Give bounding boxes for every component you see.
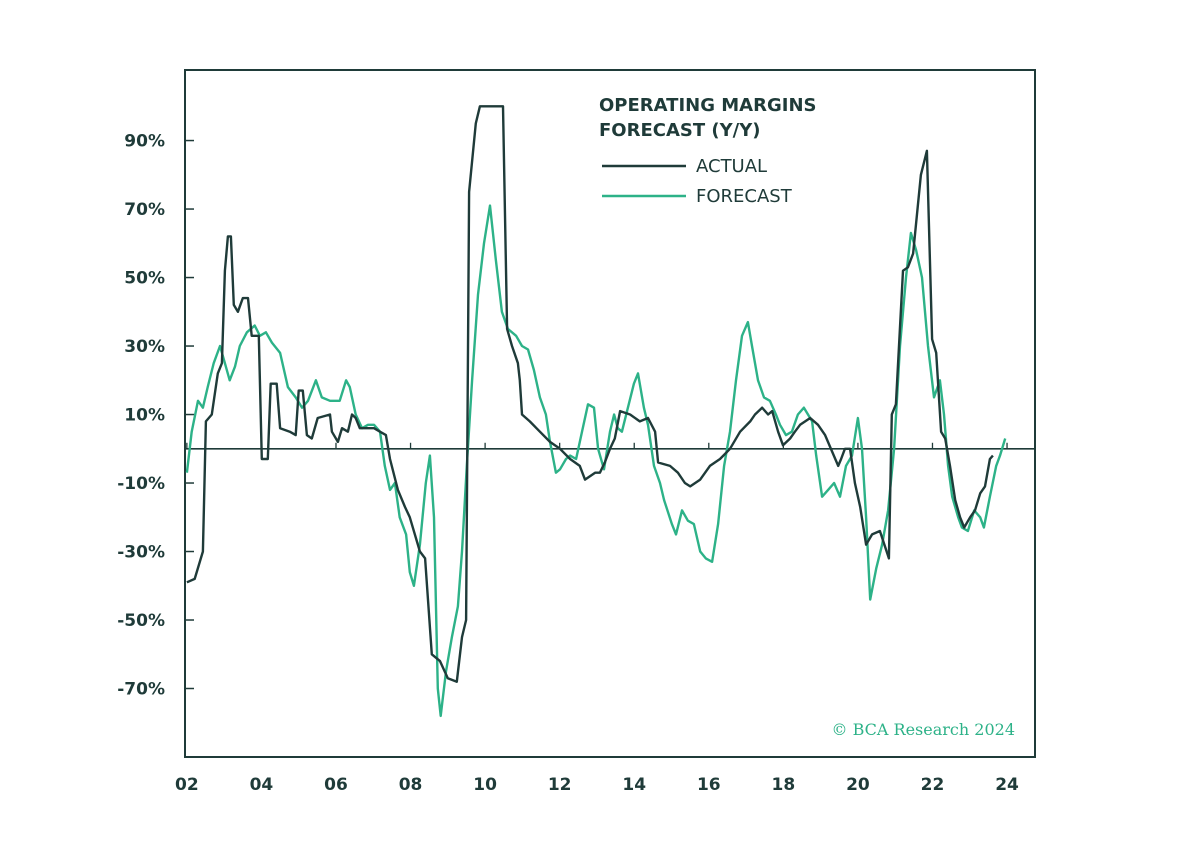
plot-frame — [184, 69, 1036, 758]
x-tick-label: 12 — [548, 775, 572, 795]
y-tick-label: -10% — [117, 474, 165, 494]
x-tick-label: 16 — [697, 775, 721, 795]
x-tick-label: 06 — [324, 775, 348, 795]
x-tick-label: 02 — [175, 775, 199, 795]
x-tick-label: 18 — [772, 775, 796, 795]
y-tick-label: 50% — [124, 269, 165, 289]
y-tick-label: 10% — [124, 406, 165, 426]
y-tick-label: -70% — [117, 680, 165, 700]
legend-title-line-2: FORECAST (Y/Y) — [599, 120, 761, 141]
y-tick-label: 90% — [124, 132, 165, 152]
x-tick-label: 04 — [250, 775, 274, 795]
legend-title-line-1: OPERATING MARGINS — [599, 95, 816, 116]
y-tick-label: -50% — [117, 611, 165, 631]
series-line-actual — [186, 105, 994, 683]
legend-label-actual: ACTUAL — [696, 156, 767, 177]
y-tick-label: -30% — [117, 543, 165, 563]
y-tick-label: 70% — [124, 200, 165, 220]
legend: OPERATING MARGINS FORECAST (Y/Y) ACTUAL … — [599, 95, 816, 207]
y-tick-label: 30% — [124, 337, 165, 357]
x-tick-label: 08 — [399, 775, 423, 795]
x-tick-label: 10 — [473, 775, 497, 795]
series-line-forecast — [185, 204, 1007, 718]
x-tick-label: 14 — [622, 775, 646, 795]
x-tick-label: 22 — [921, 775, 945, 795]
legend-label-forecast: FORECAST — [696, 186, 793, 207]
watermark: © BCA Research 2024 — [832, 720, 1015, 739]
x-tick-label: 24 — [995, 775, 1019, 795]
x-tick-label: 20 — [846, 775, 870, 795]
